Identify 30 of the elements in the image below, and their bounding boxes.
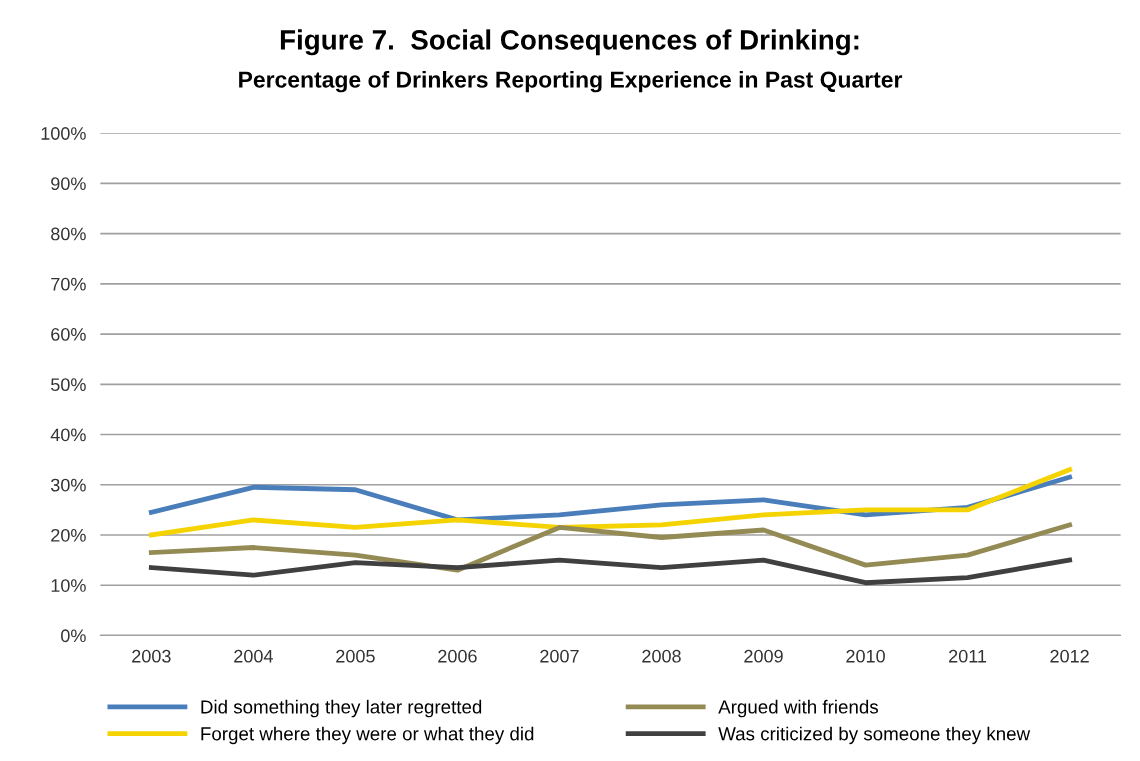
line-series xyxy=(148,467,1073,538)
y-tick-label: 0% xyxy=(61,629,86,643)
x-tick-label: 2009 xyxy=(744,649,783,663)
x-tick-label: 2008 xyxy=(642,649,681,663)
chart-title: Figure 7. Social Consequences of Drinking: xyxy=(280,29,859,56)
y-tick-label: 60% xyxy=(51,328,86,341)
y-tick-label: 30% xyxy=(50,478,86,492)
x-tick-label: 2010 xyxy=(846,649,885,663)
x-tick-label: 2003 xyxy=(132,649,171,663)
line-series xyxy=(148,557,1073,586)
y-tick-label: 10% xyxy=(51,579,86,592)
y-tick-label: 90% xyxy=(51,177,86,191)
chart-subtitle: Percentage of Drinkers Reporting Experience in Past Quarter xyxy=(239,70,903,93)
y-tick-label: 50% xyxy=(51,378,86,392)
y-tick-label: 70% xyxy=(51,277,86,291)
y-tick-label: 100% xyxy=(41,127,86,140)
legend-label: Argued with friends xyxy=(718,699,879,718)
legend-label: Did something they later regretted xyxy=(201,699,482,718)
line-series xyxy=(148,522,1073,573)
legend-label: Forget where they were or what they did xyxy=(201,726,534,745)
x-tick-label: 2011 xyxy=(949,649,987,663)
x-tick-label: 2006 xyxy=(438,649,477,663)
x-tick-label: 2005 xyxy=(336,649,375,663)
y-tick-label: 80% xyxy=(51,227,86,241)
x-tick-label: 2007 xyxy=(540,649,579,663)
y-tick-label: 40% xyxy=(50,428,86,442)
legend-label: Was criticized by someone they knew xyxy=(718,726,1031,745)
x-tick-label: 2004 xyxy=(234,649,273,663)
y-tick-label: 20% xyxy=(51,528,86,542)
x-tick-label: 2012 xyxy=(1050,649,1089,663)
